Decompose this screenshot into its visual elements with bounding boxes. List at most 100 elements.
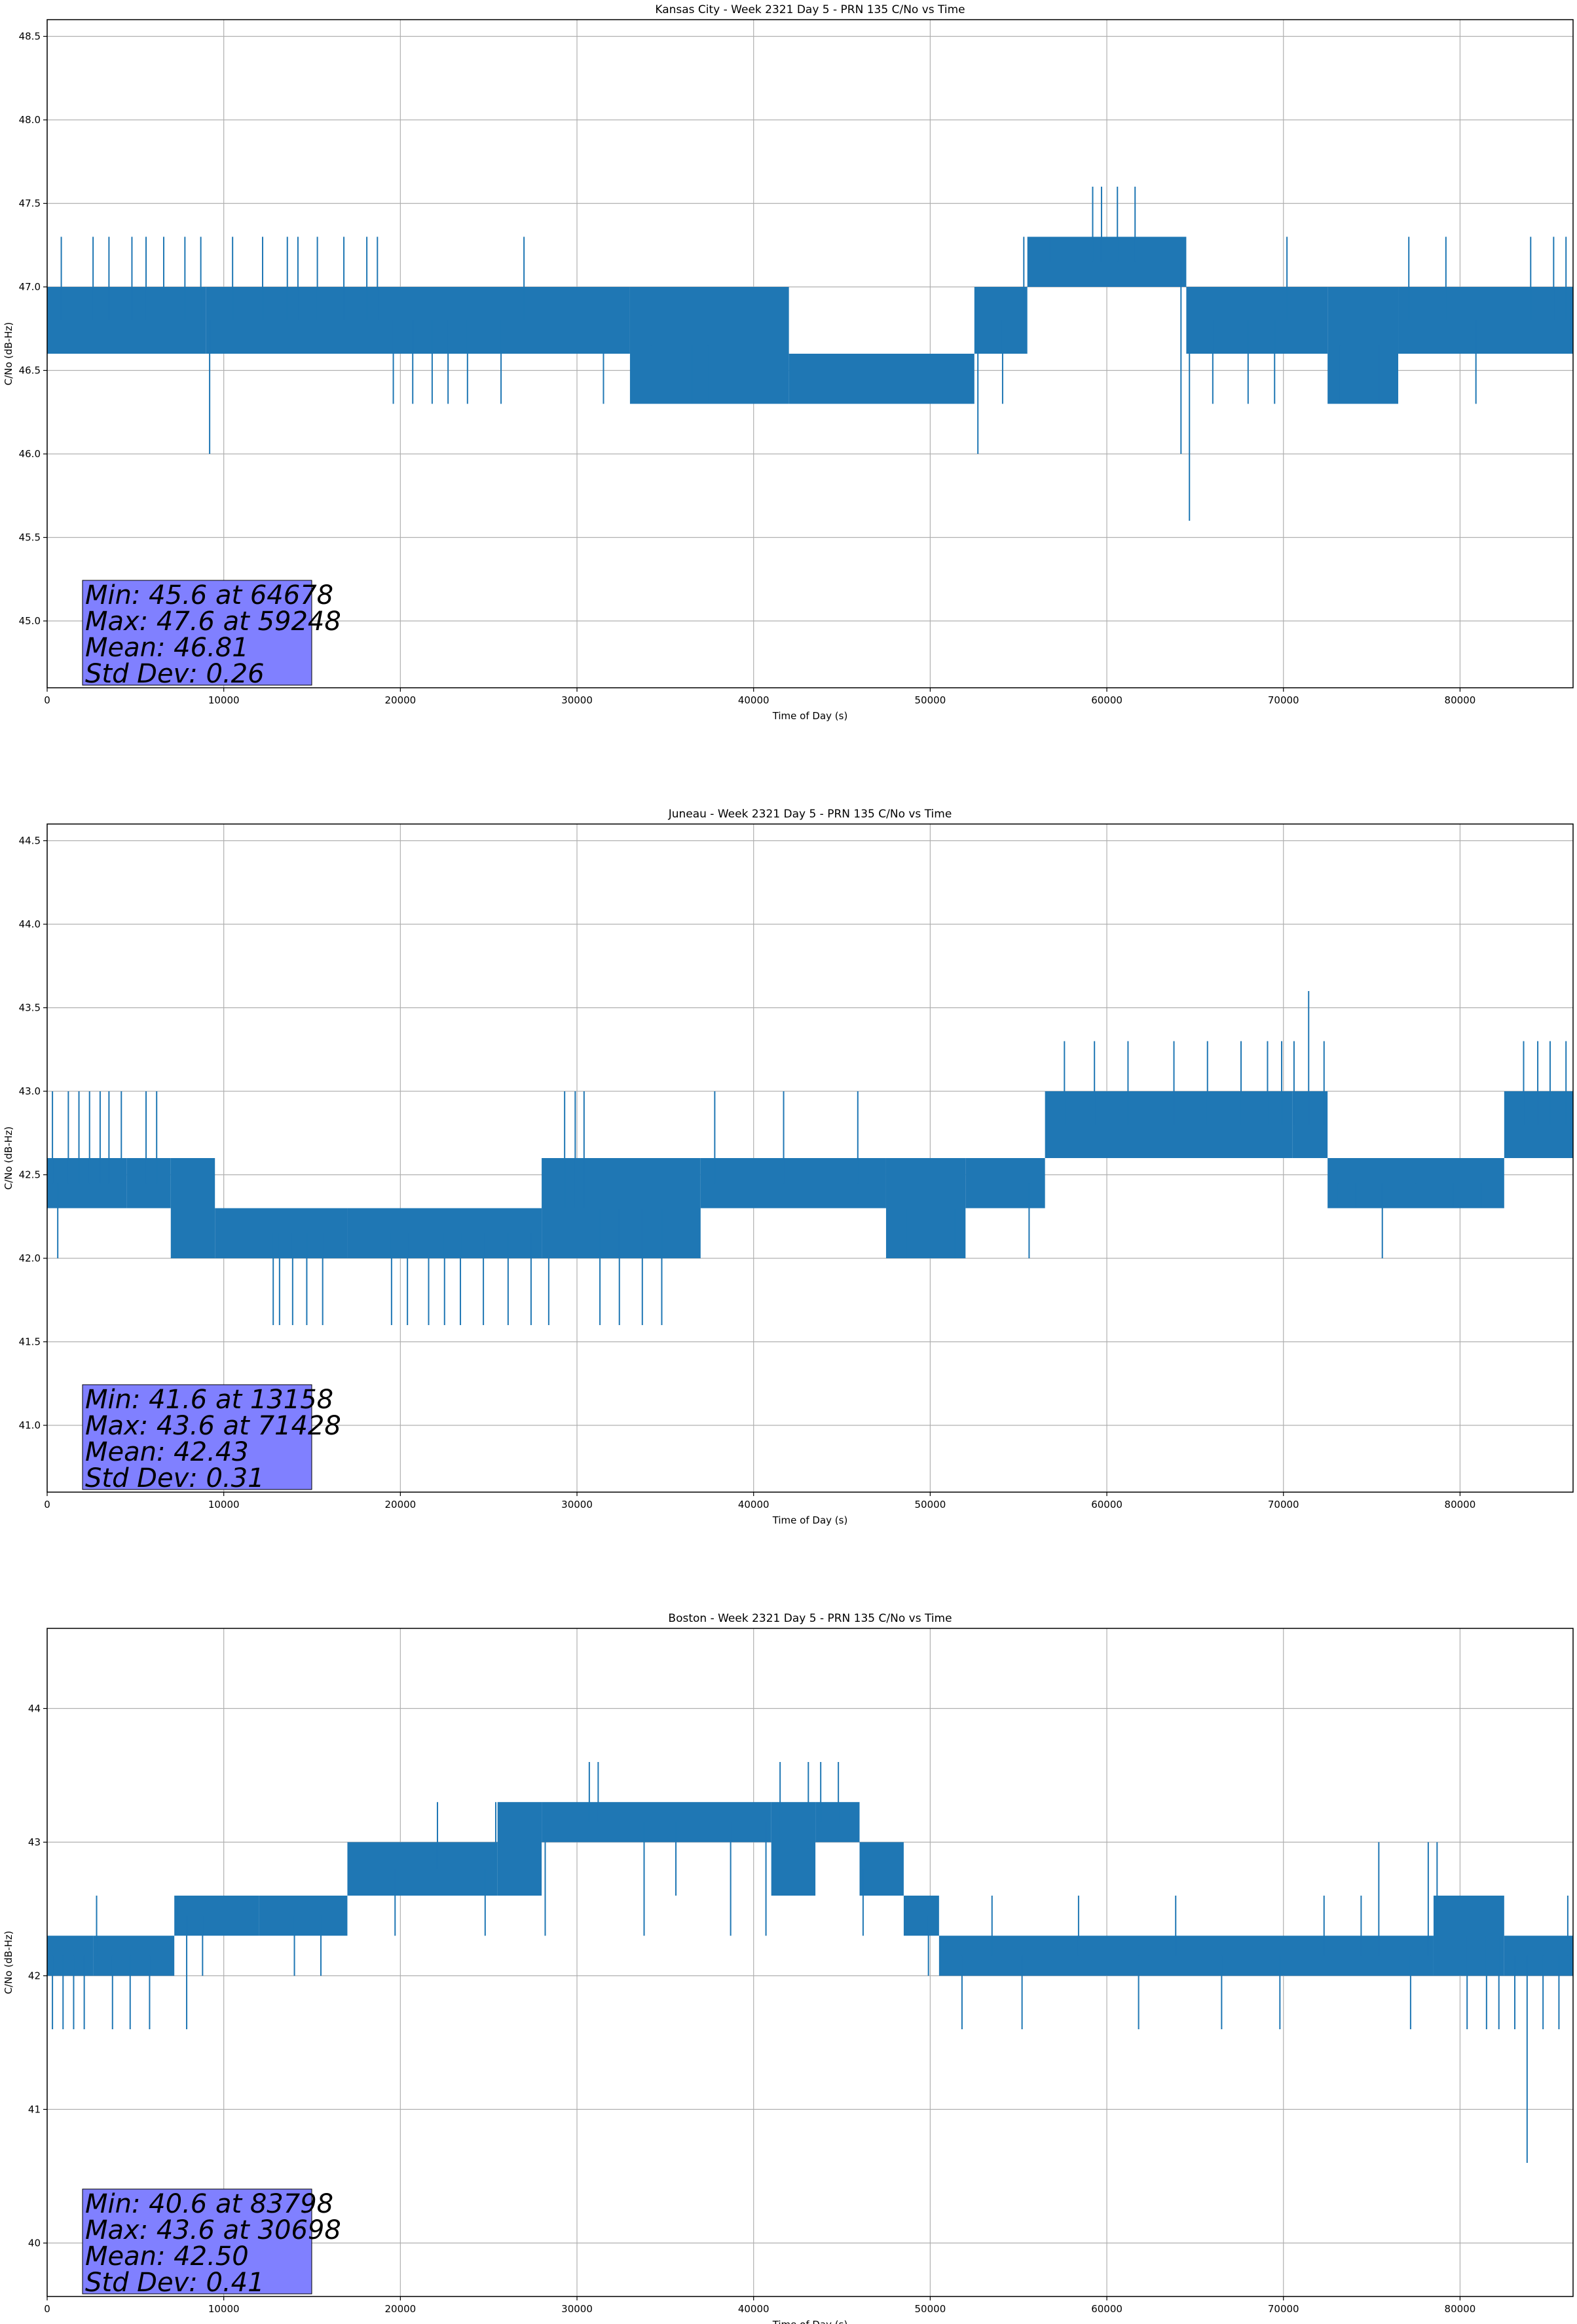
stats-line: Min: 41.6 at 13158 <box>85 1385 333 1415</box>
data-band <box>47 287 206 354</box>
chart-2: 0 10000 20000 30000 40000 50000 60000 70000 8000… <box>3 808 1574 1526</box>
stats-box <box>82 2188 312 2295</box>
axes-frame <box>46 19 1574 688</box>
stats-line: Max: 43.6 at 30698 <box>85 2215 341 2245</box>
x-tick-label: 0 <box>44 2303 50 2315</box>
data-band <box>47 1936 94 1976</box>
x-tick-label: 40000 <box>738 694 770 706</box>
stats-box <box>82 580 312 686</box>
axes-frame <box>46 823 1574 1493</box>
y-tick-label: 46.5 <box>19 365 41 377</box>
data-band <box>542 1158 701 1258</box>
data-series <box>47 991 1573 1325</box>
data-band <box>974 287 1028 354</box>
y-tick-label: 41 <box>28 2103 41 2115</box>
x-tick-label: 10000 <box>208 2303 240 2315</box>
data-band <box>1433 1896 1504 1976</box>
x-tick-label: 30000 <box>561 2303 593 2315</box>
x-tick-label: 80000 <box>1445 2303 1476 2315</box>
data-band <box>497 1802 542 1896</box>
x-tick-label: 10000 <box>208 1499 240 1510</box>
data-band <box>859 1842 904 1896</box>
y-axis-label: C/No (dB-Hz) <box>3 1127 14 1190</box>
x-tick-label: 50000 <box>915 1499 946 1510</box>
stats-line: Std Dev: 0.26 <box>85 659 265 689</box>
stats-line: Std Dev: 0.31 <box>85 1463 265 1493</box>
data-band <box>259 1896 348 1936</box>
x-axis-label: Time of Day (s) <box>772 710 848 722</box>
data-band <box>93 1936 175 1976</box>
stats-line: Std Dev: 0.41 <box>85 2268 265 2298</box>
data-band <box>206 287 630 354</box>
y-tick-label: 45.5 <box>19 532 41 544</box>
x-tick-label: 10000 <box>208 694 240 706</box>
stats-line: Mean: 42.50 <box>85 2241 249 2272</box>
x-tick-label: 50000 <box>915 694 946 706</box>
data-band <box>126 1158 171 1209</box>
y-tick-label: 48.5 <box>19 31 41 43</box>
y-tick-label: 43.0 <box>19 1085 41 1097</box>
y-tick-label: 42.0 <box>19 1252 41 1264</box>
y-tick-label: 44 <box>28 1702 41 1714</box>
x-tick-label: 60000 <box>1091 2303 1122 2315</box>
y-tick-label: 44.0 <box>19 918 41 930</box>
axes-frame <box>46 1628 1574 2297</box>
stats-line: Max: 47.6 at 59248 <box>85 607 341 637</box>
x-tick-label: 60000 <box>1091 694 1122 706</box>
x-tick-label: 20000 <box>384 2303 416 2315</box>
stats-line: Max: 43.6 at 71428 <box>85 1411 341 1441</box>
stats-line: Mean: 46.81 <box>85 633 249 663</box>
data-band <box>938 1936 1434 1976</box>
data-band <box>215 1208 348 1258</box>
chart-title: Kansas City - Week 2321 Day 5 - PRN 135 … <box>655 3 965 16</box>
y-tick-label: 40 <box>28 2237 41 2249</box>
x-tick-label: 60000 <box>1091 1499 1122 1510</box>
data-band <box>347 1842 498 1896</box>
y-tick-label: 44.5 <box>19 835 41 847</box>
x-tick-label: 50000 <box>915 2303 946 2315</box>
data-band <box>47 1158 127 1209</box>
x-axis-label: Time of Day (s) <box>772 1514 848 1526</box>
data-band <box>1186 287 1328 354</box>
y-tick-label: 41.5 <box>19 1336 41 1348</box>
data-band <box>815 1802 860 1843</box>
y-tick-label: 43.5 <box>19 1002 41 1014</box>
chart-title: Juneau - Week 2321 Day 5 - PRN 135 C/No … <box>668 808 952 821</box>
data-band <box>885 1158 966 1258</box>
y-tick-label: 47.5 <box>19 198 41 210</box>
x-tick-label: 20000 <box>384 694 416 706</box>
x-tick-label: 80000 <box>1445 694 1476 706</box>
x-tick-label: 0 <box>44 1499 50 1510</box>
y-tick-label: 42.5 <box>19 1169 41 1181</box>
chart-1: 0 10000 20000 30000 40000 50000 60000 70000 8000… <box>3 3 1574 722</box>
y-tick-label: 48.0 <box>19 114 41 126</box>
data-band <box>1504 1091 1573 1158</box>
chart-3: 0 10000 20000 30000 40000 50000 60000 70000 8000… <box>3 1612 1574 2324</box>
y-tick-label: 41.0 <box>19 1419 41 1431</box>
x-tick-label: 20000 <box>384 1499 416 1510</box>
data-band <box>1327 287 1399 404</box>
stats-box <box>82 1384 312 1490</box>
y-tick-label: 46.0 <box>19 448 41 460</box>
x-axis-label: Time of Day (s) <box>772 2319 848 2324</box>
x-tick-label: 70000 <box>1268 1499 1299 1510</box>
data-band <box>1292 1091 1328 1158</box>
x-tick-label: 40000 <box>738 2303 770 2315</box>
y-tick-label: 43 <box>28 1836 41 1848</box>
data-band <box>629 287 789 404</box>
x-tick-label: 30000 <box>561 1499 593 1510</box>
chart-title: Boston - Week 2321 Day 5 - PRN 135 C/No … <box>668 1612 952 1625</box>
x-tick-label: 70000 <box>1268 694 1299 706</box>
x-tick-label: 0 <box>44 694 50 706</box>
stats-line: Min: 45.6 at 64678 <box>85 580 333 610</box>
stats-line: Mean: 42.43 <box>85 1437 249 1467</box>
x-tick-label: 70000 <box>1268 2303 1299 2315</box>
y-tick-label: 47.0 <box>19 281 41 293</box>
y-tick-label: 45.0 <box>19 615 41 627</box>
data-series <box>47 187 1573 521</box>
data-band <box>1398 287 1573 354</box>
data-band <box>1027 236 1187 287</box>
y-tick-label: 42 <box>28 1970 41 1981</box>
y-axis-label: C/No (dB-Hz) <box>3 1931 14 1995</box>
